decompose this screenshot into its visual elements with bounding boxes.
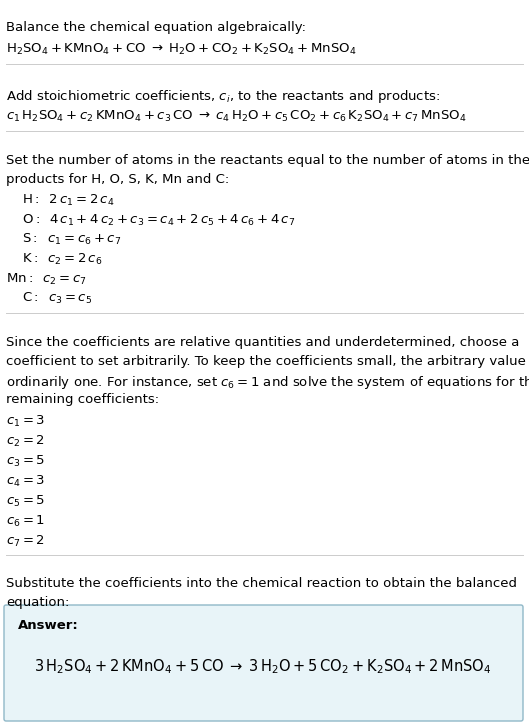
Text: $\mathrm{Mn{:}}\;\; c_2 = c_7$: $\mathrm{Mn{:}}\;\; c_2 = c_7$ [6, 272, 87, 287]
Text: Since the coefficients are relative quantities and underdetermined, choose a: Since the coefficients are relative quan… [6, 336, 519, 349]
Text: Balance the chemical equation algebraically:: Balance the chemical equation algebraica… [6, 21, 306, 34]
Text: products for H, O, S, K, Mn and C:: products for H, O, S, K, Mn and C: [6, 173, 229, 186]
Text: $c_5 = 5$: $c_5 = 5$ [6, 494, 45, 509]
Text: $c_3 = 5$: $c_3 = 5$ [6, 454, 45, 469]
Text: $\mathrm{C{:}}\;\; c_3 = c_5$: $\mathrm{C{:}}\;\; c_3 = c_5$ [22, 291, 92, 306]
Text: $\mathrm{H_2SO_4 + KMnO_4 + CO} \;\rightarrow\; \mathrm{H_2O + CO_2 + K_2SO_4 + : $\mathrm{H_2SO_4 + KMnO_4 + CO} \;\right… [6, 42, 357, 57]
Text: $\mathrm{H{:}}\;\; 2\,c_1 = 2\,c_4$: $\mathrm{H{:}}\;\; 2\,c_1 = 2\,c_4$ [22, 193, 114, 208]
Text: equation:: equation: [6, 596, 69, 609]
Text: Answer:: Answer: [18, 619, 79, 632]
Text: ordinarily one. For instance, set $c_6 = 1$ and solve the system of equations fo: ordinarily one. For instance, set $c_6 =… [6, 374, 529, 391]
Text: Set the number of atoms in the reactants equal to the number of atoms in the: Set the number of atoms in the reactants… [6, 154, 529, 167]
FancyBboxPatch shape [4, 605, 523, 721]
Text: coefficient to set arbitrarily. To keep the coefficients small, the arbitrary va: coefficient to set arbitrarily. To keep … [6, 355, 529, 368]
Text: $3\,\mathrm{H_2SO_4} + 2\,\mathrm{KMnO_4} + 5\,\mathrm{CO} \;\rightarrow\; 3\,\m: $3\,\mathrm{H_2SO_4} + 2\,\mathrm{KMnO_4… [34, 658, 492, 676]
Text: $c_7 = 2$: $c_7 = 2$ [6, 534, 45, 549]
Text: Substitute the coefficients into the chemical reaction to obtain the balanced: Substitute the coefficients into the che… [6, 577, 517, 590]
Text: $c_6 = 1$: $c_6 = 1$ [6, 514, 45, 529]
Text: $c_1\,\mathrm{H_2SO_4} + c_2\,\mathrm{KMnO_4} + c_3\,\mathrm{CO} \;\rightarrow\;: $c_1\,\mathrm{H_2SO_4} + c_2\,\mathrm{KM… [6, 109, 467, 124]
Text: $\mathrm{O{:}}\;\; 4\,c_1 + 4\,c_2 + c_3 = c_4 + 2\,c_5 + 4\,c_6 + 4\,c_7$: $\mathrm{O{:}}\;\; 4\,c_1 + 4\,c_2 + c_3… [22, 213, 295, 228]
Text: $c_2 = 2$: $c_2 = 2$ [6, 434, 45, 449]
Text: $c_4 = 3$: $c_4 = 3$ [6, 474, 45, 489]
Text: $c_1 = 3$: $c_1 = 3$ [6, 414, 45, 429]
Text: $\mathrm{K{:}}\;\; c_2 = 2\,c_6$: $\mathrm{K{:}}\;\; c_2 = 2\,c_6$ [22, 252, 103, 267]
Text: Add stoichiometric coefficients, $c_i$, to the reactants and products:: Add stoichiometric coefficients, $c_i$, … [6, 88, 440, 105]
Text: $\mathrm{S{:}}\;\; c_1 = c_6 + c_7$: $\mathrm{S{:}}\;\; c_1 = c_6 + c_7$ [22, 232, 121, 247]
Text: remaining coefficients:: remaining coefficients: [6, 393, 159, 406]
